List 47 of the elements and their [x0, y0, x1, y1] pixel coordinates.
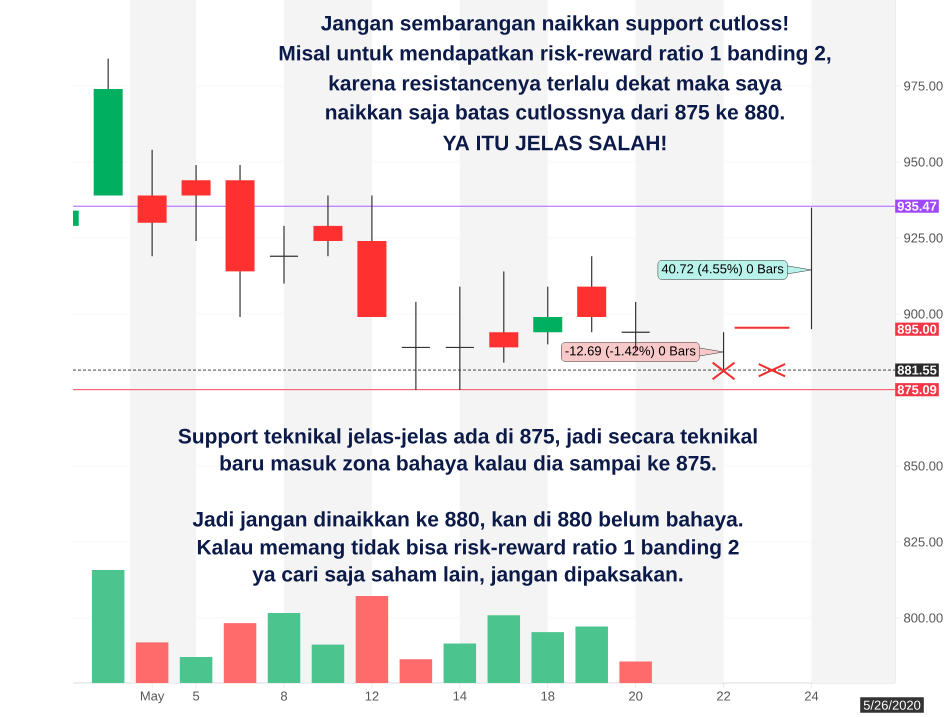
- bar: [180, 657, 212, 683]
- y-tick-label: 975.00: [904, 81, 943, 91]
- annotation: Jangan sembarangan naikkan support cutloss!: [321, 15, 788, 35]
- y-tick-label: 800.00: [904, 613, 943, 623]
- y-tick-label: 825.00: [904, 537, 943, 547]
- y-tick-label: 950.00: [904, 157, 943, 167]
- x-tick-label: 22: [717, 692, 730, 701]
- bar: [531, 632, 564, 683]
- bar: [224, 623, 256, 683]
- annotation: 895.00: [898, 324, 936, 334]
- annotation: Misal untuk mendapatkan risk-reward ratio 1 banding 2,: [280, 45, 830, 65]
- y-tick-label: 900.00: [904, 309, 943, 319]
- annotation: ya cari saja saham lain, jangan dipaksakan.: [252, 566, 682, 586]
- x-tick-label: 20: [629, 692, 642, 701]
- ref-line-label: 875.09: [898, 385, 936, 394]
- bar: [136, 642, 168, 683]
- text: 5/26/2020: [864, 700, 920, 710]
- annotation: Kalau memang tidak bisa risk-reward ratio 1 banding 2: [198, 539, 739, 559]
- annotation: YA ITU JELAS SALAH!: [442, 136, 666, 150]
- annotation: -12.69 (-1.42%) 0 Bars: [565, 346, 696, 358]
- y-tick-label: 925.00: [904, 233, 943, 243]
- bar: [400, 659, 432, 683]
- x-tick-label: 24: [804, 692, 818, 701]
- annotation: Jadi jangan dinaikkan ke 880, kan di 880 belum bahaya.: [192, 511, 742, 531]
- x-tick-label: 5: [193, 692, 200, 701]
- x-tick-label: 14: [454, 692, 467, 700]
- annotation: karena resistancenya terlalu dekat maka saya: [330, 75, 782, 95]
- ref-line-label: 881.55: [898, 365, 936, 375]
- bar: [312, 644, 344, 683]
- x-tick-label: 8: [280, 692, 288, 701]
- annotation: baru masuk zona bahaya kalau dia sampai ke 875.: [220, 455, 716, 475]
- candlestick: [269, 225, 299, 284]
- x-tick-label: 12: [366, 692, 378, 701]
- ref-line-label: 935.47: [898, 202, 936, 211]
- bar: [92, 570, 124, 683]
- bar: [488, 615, 520, 683]
- bar: [619, 662, 652, 683]
- bar: [575, 626, 608, 683]
- bar: [444, 643, 476, 683]
- y-tick-label: 850.00: [904, 461, 943, 471]
- bar: [356, 596, 388, 683]
- x-tick-label: May: [140, 692, 164, 704]
- annotation: Support teknikal jelas-jelas ada di 875, jadi secara teknikal: [178, 428, 757, 448]
- annotation: 40.72 (4.55%) 0 Bars: [662, 264, 784, 276]
- bar: [268, 612, 300, 683]
- x-tick-label: 18: [542, 692, 554, 701]
- annotation: naikkan saja batas cutlossnya dari 875 ke 880.: [326, 104, 784, 124]
